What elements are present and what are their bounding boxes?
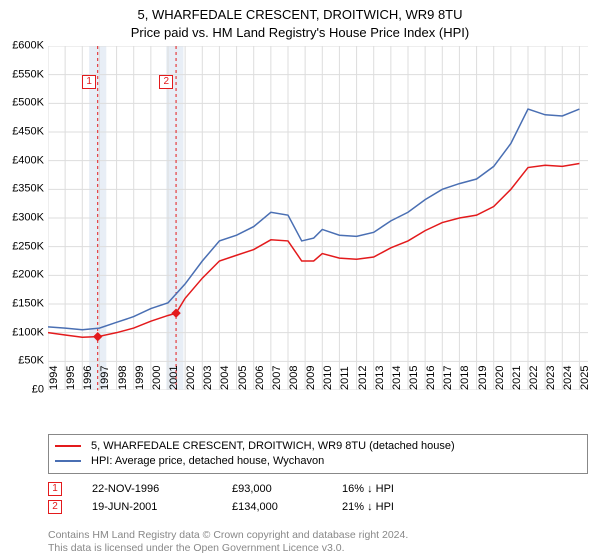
footer: Contains HM Land Registry data © Crown c… <box>48 529 588 556</box>
sales-table: 1 22-NOV-1996 £93,000 16% ↓ HPI 2 19-JUN-2001… <box>48 480 588 516</box>
chart-title-block: 5, WHARFEDALE CRESCENT, DROITWICH, WR9 8… <box>0 0 600 41</box>
sale-price: £93,000 <box>232 483 312 495</box>
y-tick-label: £450K <box>2 127 44 138</box>
footer-line-1: Contains HM Land Registry data © Crown c… <box>48 529 588 543</box>
y-tick-label: £350K <box>2 184 44 195</box>
x-tick-label: 2002 <box>185 366 193 390</box>
x-tick-label: 2023 <box>545 366 553 390</box>
y-tick-label: £250K <box>2 241 44 252</box>
sale-date: 19-JUN-2001 <box>92 501 202 513</box>
x-tick-label: 1999 <box>134 366 142 390</box>
x-tick-label: 2025 <box>579 366 587 390</box>
sale-pct: 16% ↓ HPI <box>342 483 432 495</box>
x-tick-label: 2010 <box>322 366 330 390</box>
x-tick-label: 2006 <box>254 366 262 390</box>
x-tick-label: 2012 <box>357 366 365 390</box>
x-tick-label: 2001 <box>168 366 176 390</box>
legend-swatch <box>55 460 81 462</box>
x-tick-label: 2003 <box>202 366 210 390</box>
y-tick-label: £400K <box>2 155 44 166</box>
x-tick-label: 2008 <box>288 366 296 390</box>
x-tick-label: 2004 <box>219 366 227 390</box>
x-tick-label: 2014 <box>391 366 399 390</box>
chart-area: £0£50K£100K£150K£200K£250K£300K£350K£400… <box>48 46 588 390</box>
x-tick-label: 2022 <box>528 366 536 390</box>
sale-marker-box: 2 <box>159 75 173 89</box>
x-tick-label: 2000 <box>151 366 159 390</box>
y-tick-label: £300K <box>2 213 44 224</box>
sale-marker-box: 1 <box>82 75 96 89</box>
x-tick-label: 2013 <box>374 366 382 390</box>
sale-price: £134,000 <box>232 501 312 513</box>
title-line-2: Price paid vs. HM Land Registry's House … <box>0 24 600 42</box>
x-tick-label: 2024 <box>562 366 570 390</box>
sale-row: 2 19-JUN-2001 £134,000 21% ↓ HPI <box>48 498 588 516</box>
x-tick-label: 2020 <box>494 366 502 390</box>
footer-line-2: This data is licensed under the Open Gov… <box>48 542 588 556</box>
sale-marker-icon: 2 <box>48 500 62 514</box>
x-tick-label: 2011 <box>339 366 347 390</box>
x-tick-label: 2005 <box>237 366 245 390</box>
x-tick-label: 2018 <box>459 366 467 390</box>
x-tick-label: 2016 <box>425 366 433 390</box>
y-tick-label: £500K <box>2 98 44 109</box>
y-tick-label: £150K <box>2 299 44 310</box>
x-tick-label: 2007 <box>271 366 279 390</box>
x-tick-label: 1997 <box>99 366 107 390</box>
legend-row: 5, WHARFEDALE CRESCENT, DROITWICH, WR9 8… <box>55 439 581 454</box>
sale-marker-icon: 1 <box>48 482 62 496</box>
title-line-1: 5, WHARFEDALE CRESCENT, DROITWICH, WR9 8… <box>0 6 600 24</box>
x-tick-label: 2009 <box>305 366 313 390</box>
x-tick-label: 2021 <box>511 366 519 390</box>
y-tick-label: £600K <box>2 41 44 52</box>
y-tick-label: £550K <box>2 69 44 80</box>
x-tick-label: 2015 <box>408 366 416 390</box>
sale-date: 22-NOV-1996 <box>92 483 202 495</box>
legend-label: HPI: Average price, detached house, Wych… <box>91 454 324 469</box>
y-tick-label: £200K <box>2 270 44 281</box>
legend-box: 5, WHARFEDALE CRESCENT, DROITWICH, WR9 8… <box>48 434 588 474</box>
legend-block: 5, WHARFEDALE CRESCENT, DROITWICH, WR9 8… <box>48 434 588 516</box>
chart-svg <box>48 46 588 390</box>
legend-row: HPI: Average price, detached house, Wych… <box>55 454 581 469</box>
x-tick-label: 1995 <box>65 366 73 390</box>
y-tick-label: £0 <box>2 385 44 396</box>
x-tick-label: 2017 <box>442 366 450 390</box>
x-tick-label: 1998 <box>117 366 125 390</box>
sale-row: 1 22-NOV-1996 £93,000 16% ↓ HPI <box>48 480 588 498</box>
x-tick-label: 1996 <box>82 366 90 390</box>
x-tick-label: 1994 <box>48 366 56 390</box>
legend-label: 5, WHARFEDALE CRESCENT, DROITWICH, WR9 8… <box>91 439 455 454</box>
sale-pct: 21% ↓ HPI <box>342 501 432 513</box>
y-tick-label: £100K <box>2 327 44 338</box>
legend-swatch <box>55 445 81 447</box>
x-tick-label: 2019 <box>477 366 485 390</box>
y-tick-label: £50K <box>2 356 44 367</box>
